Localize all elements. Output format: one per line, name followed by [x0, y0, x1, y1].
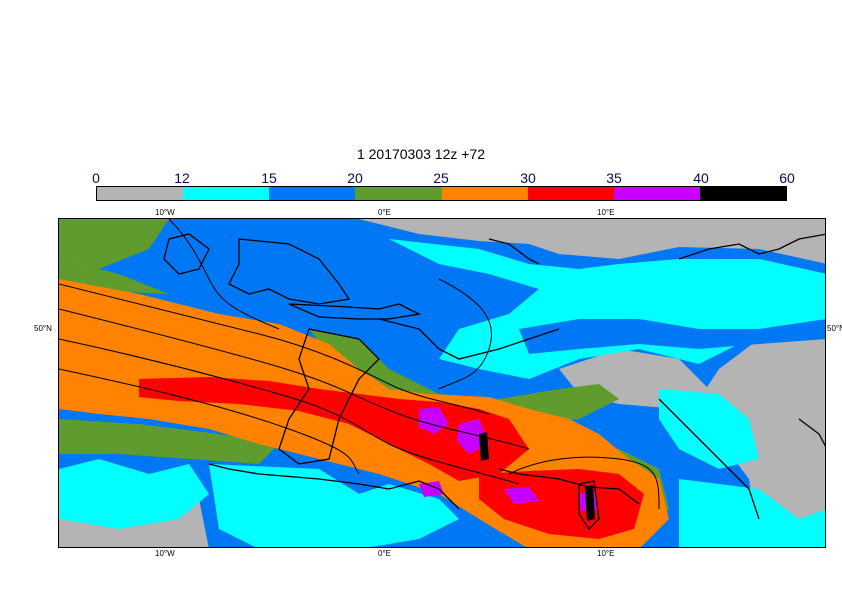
- lon-label-top: 10°W: [155, 208, 175, 217]
- lat-label-right: 50°N: [827, 324, 842, 333]
- lon-label-top: 10°E: [597, 208, 615, 217]
- legend-segment-40-60: [699, 187, 786, 200]
- legend-label: 30: [520, 170, 536, 186]
- color-legend-bar: [96, 186, 787, 201]
- legend-segment-25-30: [441, 187, 528, 200]
- legend-label: 15: [261, 170, 277, 186]
- legend-label: 25: [433, 170, 449, 186]
- wind-gust-field: [59, 219, 825, 547]
- legend-label: 35: [606, 170, 622, 186]
- legend-segment-12-15: [183, 187, 270, 200]
- legend-segment-15-20: [269, 187, 356, 200]
- legend-label: 12: [174, 170, 190, 186]
- lon-label-bottom: 0°E: [378, 549, 391, 558]
- lon-label-bottom: 10°W: [155, 549, 175, 558]
- legend-segment-30-35: [527, 187, 614, 200]
- legend-label: 60: [779, 170, 795, 186]
- legend-label: 20: [347, 170, 363, 186]
- legend-label: 40: [693, 170, 709, 186]
- forecast-map: [58, 218, 826, 548]
- legend-label: 0: [92, 170, 100, 186]
- map-title: 1 20170303 12z +72: [356, 146, 486, 162]
- lon-label-top: 0°E: [378, 208, 391, 217]
- legend-segment-20-25: [355, 187, 442, 200]
- lat-label-left: 50°N: [34, 324, 52, 333]
- lon-label-bottom: 10°E: [597, 549, 615, 558]
- legend-segment-35-40: [613, 187, 700, 200]
- legend-segment-0-12: [97, 187, 184, 200]
